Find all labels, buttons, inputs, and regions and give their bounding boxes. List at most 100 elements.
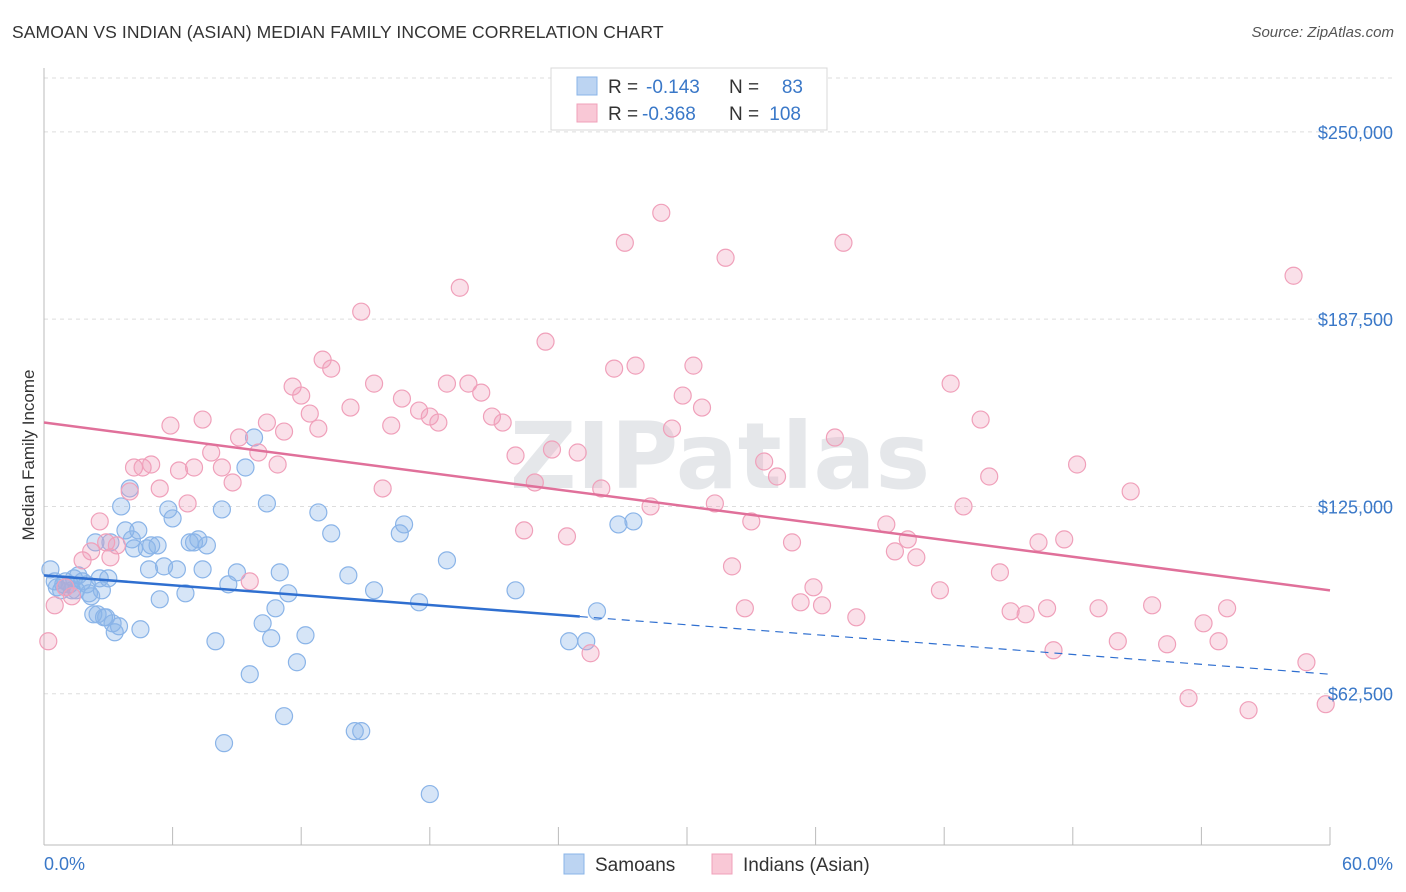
indians-point-93 — [1016, 605, 1035, 624]
samoans-point-27 — [112, 497, 131, 516]
samoans-point-32 — [129, 521, 148, 540]
samoans-point-53 — [236, 458, 255, 477]
y-tick-label-2: $187,500 — [1318, 310, 1393, 330]
indians-point-83 — [885, 542, 905, 561]
samoans-point-57 — [257, 494, 277, 513]
samoans-point-76 — [437, 551, 457, 570]
indians-point-37 — [364, 374, 384, 393]
indians-point-17 — [178, 494, 197, 513]
legend-n-label-2: N = — [729, 104, 759, 125]
samoans-point-48 — [197, 536, 216, 555]
indians-point-18 — [184, 458, 204, 477]
samoans-point-36 — [142, 536, 161, 555]
indians-point-74 — [767, 467, 787, 486]
indians-point-79 — [825, 428, 844, 447]
legend-r-value-samoans: -0.143 — [646, 77, 700, 98]
indians-point-90 — [980, 467, 999, 486]
x-tick-label-0: 0.0% — [44, 854, 85, 874]
samoans-point-82 — [624, 512, 643, 531]
indians-point-77 — [804, 578, 823, 597]
indians-point-44 — [437, 374, 457, 393]
indians-point-63 — [652, 203, 671, 222]
samoans-point-79 — [577, 632, 596, 651]
indians-point-1 — [45, 596, 64, 615]
indians-point-87 — [941, 374, 960, 393]
indians-point-7 — [97, 533, 116, 552]
trend-indians — [43, 421, 1331, 592]
indians-point-106 — [1218, 599, 1237, 618]
indians-point-20 — [202, 443, 221, 462]
legend-n-value-indians: 108 — [769, 104, 801, 125]
samoans-point-22 — [99, 569, 118, 588]
indians-point-24 — [240, 572, 259, 591]
samoans-point-35 — [139, 560, 159, 579]
indians-point-105 — [1209, 632, 1228, 651]
indians-point-49 — [493, 413, 512, 432]
indians-point-109 — [1297, 653, 1316, 672]
indians-point-56 — [568, 443, 587, 462]
indians-point-47 — [472, 383, 491, 402]
samoans-point-63 — [296, 626, 315, 645]
legend-n-value-samoans: 83 — [782, 77, 803, 98]
samoans-point-42 — [167, 560, 186, 579]
samoans-point-72 — [390, 524, 409, 543]
series-samoans — [41, 428, 643, 804]
samoans-point-40 — [159, 500, 178, 519]
indians-point-61 — [626, 356, 645, 375]
indians-point-75 — [782, 533, 802, 552]
indians-point-19 — [193, 410, 212, 429]
indians-point-71 — [735, 599, 754, 618]
grid-lines — [44, 77, 1395, 695]
indians-point-78 — [812, 596, 832, 615]
indians-point-38 — [373, 479, 392, 498]
samoans-point-65 — [214, 734, 234, 753]
samoans-point-33 — [131, 620, 150, 639]
indians-point-73 — [755, 452, 774, 471]
indians-point-2 — [56, 578, 75, 597]
indians-point-99 — [1108, 632, 1127, 651]
legend-swatch-samoans — [576, 76, 598, 96]
samoans-point-56 — [253, 614, 272, 633]
indians-point-95 — [1044, 641, 1063, 660]
indians-point-55 — [557, 527, 577, 546]
indians-point-76 — [791, 593, 810, 612]
indians-point-104 — [1194, 614, 1213, 633]
indians-point-45 — [450, 278, 469, 297]
samoans-point-49 — [206, 632, 225, 651]
axes — [43, 68, 1331, 846]
indians-point-34 — [322, 359, 341, 378]
indians-point-70 — [722, 557, 742, 576]
indians-point-9 — [107, 536, 126, 555]
samoans-point-43 — [176, 584, 195, 603]
indians-point-53 — [536, 332, 555, 351]
samoans-point-60 — [270, 563, 289, 582]
indians-point-30 — [292, 386, 311, 405]
indians-point-72 — [742, 512, 761, 531]
indians-point-94 — [1029, 533, 1048, 552]
bottom-swatch-indians — [711, 853, 733, 875]
indians-point-107 — [1239, 701, 1258, 720]
samoans-point-73 — [394, 515, 414, 534]
samoans-point-37 — [148, 536, 167, 555]
samoans-point-67 — [322, 524, 341, 543]
samoans-point-41 — [163, 509, 182, 528]
samoans-point-47 — [193, 560, 212, 579]
indians-point-85 — [907, 548, 926, 567]
indians-point-60 — [615, 233, 634, 252]
indians-point-92 — [1001, 602, 1020, 621]
samoans-point-50 — [212, 500, 231, 519]
indians-point-69 — [716, 248, 735, 267]
indians-point-100 — [1121, 482, 1140, 501]
samoans-point-31 — [124, 539, 144, 558]
trend-lines — [43, 421, 1331, 675]
legend-label-indians: Indians (Asian) — [743, 855, 870, 876]
indians-point-27 — [268, 455, 287, 474]
indians-point-3 — [62, 587, 81, 606]
samoans-point-66 — [309, 503, 328, 522]
indians-point-86 — [930, 581, 950, 600]
y-tick-label-3: $250,000 — [1318, 123, 1393, 143]
samoans-point-59 — [266, 599, 285, 618]
x-tick-label-1: 60.0% — [1342, 854, 1393, 874]
indians-point-5 — [82, 542, 101, 561]
